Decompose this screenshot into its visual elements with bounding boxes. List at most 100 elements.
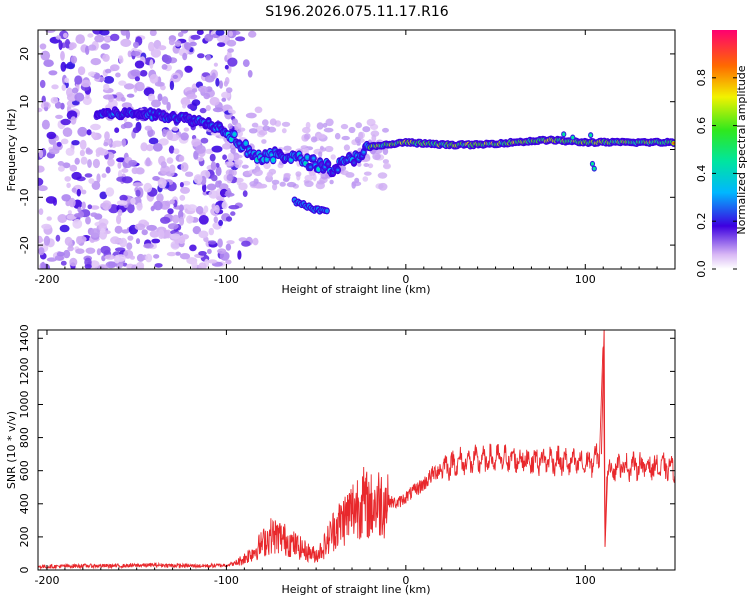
noise-blob <box>191 260 198 269</box>
noise-blob <box>324 145 334 153</box>
noise-blob <box>368 163 374 169</box>
noise-blob <box>74 92 85 102</box>
noise-blob <box>64 176 71 182</box>
noise-blob <box>90 123 101 131</box>
noise-blob <box>279 181 286 187</box>
noise-blob <box>38 247 45 256</box>
noise-blob <box>149 230 160 238</box>
noise-blob <box>110 64 120 72</box>
noise-blob <box>340 170 349 176</box>
noise-blob <box>120 38 132 48</box>
noise-blob <box>38 149 44 159</box>
noise-blob <box>225 243 232 251</box>
snr-spike <box>600 330 609 547</box>
noise-blob <box>74 157 80 165</box>
noise-blob <box>180 132 189 141</box>
snr-ylabel: SNR (10 * v/v) <box>5 411 18 489</box>
noise-blob <box>215 77 220 87</box>
noise-blob <box>81 189 87 195</box>
noise-blob <box>100 203 107 208</box>
noise-blob <box>230 211 236 216</box>
noise-blob <box>204 33 214 42</box>
noise-blob <box>248 30 257 38</box>
noise-blob <box>272 183 278 191</box>
noise-blob <box>325 118 334 127</box>
noise-blob <box>50 96 59 104</box>
noise-blob <box>180 162 189 172</box>
noise-blob <box>108 261 118 267</box>
noise-blob <box>305 121 311 129</box>
noise-blob <box>149 74 159 84</box>
ridge-core <box>305 156 309 159</box>
noise-blob <box>79 149 85 157</box>
noise-blob <box>38 107 43 113</box>
noise-blob <box>166 157 174 164</box>
noise-blob <box>226 173 234 182</box>
noise-blob <box>170 233 181 240</box>
noise-blob <box>66 61 76 70</box>
noise-blob <box>118 80 127 86</box>
noise-blob <box>38 208 44 216</box>
noise-blob <box>198 215 209 225</box>
noise-blob <box>59 224 70 233</box>
noise-blob <box>166 251 177 257</box>
noise-blob <box>66 182 71 189</box>
noise-blob <box>94 73 100 80</box>
noise-blob <box>102 53 110 62</box>
colorbar-ticks: 0.0 0.2 0.4 0.6 0.8 <box>695 69 737 278</box>
noise-blob <box>147 93 156 102</box>
noise-blob <box>205 54 212 61</box>
noise-blob <box>206 183 217 191</box>
noise-blob <box>382 127 389 133</box>
noise-blob <box>51 84 59 90</box>
noise-blob <box>64 236 73 246</box>
noise-blob <box>75 248 85 254</box>
noise-blob <box>153 200 163 211</box>
noise-blob <box>154 263 163 268</box>
noise-blob <box>41 119 50 130</box>
noise-blob <box>151 99 161 108</box>
noise-blob <box>99 191 108 200</box>
noise-blob <box>143 182 153 193</box>
noise-blob <box>58 165 65 172</box>
noise-blob <box>90 212 98 217</box>
snr-series <box>38 330 675 570</box>
noise-blob <box>96 173 101 183</box>
noise-blob <box>39 79 46 89</box>
noise-blob <box>215 30 225 36</box>
noise-blob <box>164 229 172 239</box>
noise-blob <box>355 122 363 129</box>
noise-blob <box>198 85 208 93</box>
noise-blob <box>136 202 143 211</box>
noise-blob <box>221 91 231 99</box>
noise-blob <box>209 96 220 106</box>
colorbar-tick-label: 0.2 <box>695 212 708 230</box>
noise-blob <box>90 205 100 210</box>
noise-blob <box>69 164 78 172</box>
noise-blob <box>39 43 47 50</box>
noise-blob <box>175 251 181 256</box>
noise-blob <box>134 81 145 92</box>
noise-blob <box>178 155 185 162</box>
noise-blob <box>62 162 71 169</box>
noise-blob <box>160 216 171 224</box>
noise-blob <box>262 119 269 126</box>
noise-blob <box>52 197 58 206</box>
noise-blob <box>351 181 362 187</box>
noise-blob <box>130 50 141 57</box>
noise-blob <box>77 235 87 243</box>
noise-blob <box>153 254 160 259</box>
noise-blob <box>126 203 135 214</box>
noise-blob <box>101 173 107 178</box>
noise-blob <box>38 236 44 244</box>
noise-blob <box>75 34 85 44</box>
noise-blob <box>157 178 167 189</box>
noise-blob <box>62 127 73 137</box>
noise-blob <box>158 138 169 146</box>
noise-blob <box>110 236 121 245</box>
noise-blob <box>46 216 52 221</box>
noise-blob <box>92 158 100 169</box>
noise-blob <box>198 251 207 256</box>
noise-blob <box>334 132 341 140</box>
